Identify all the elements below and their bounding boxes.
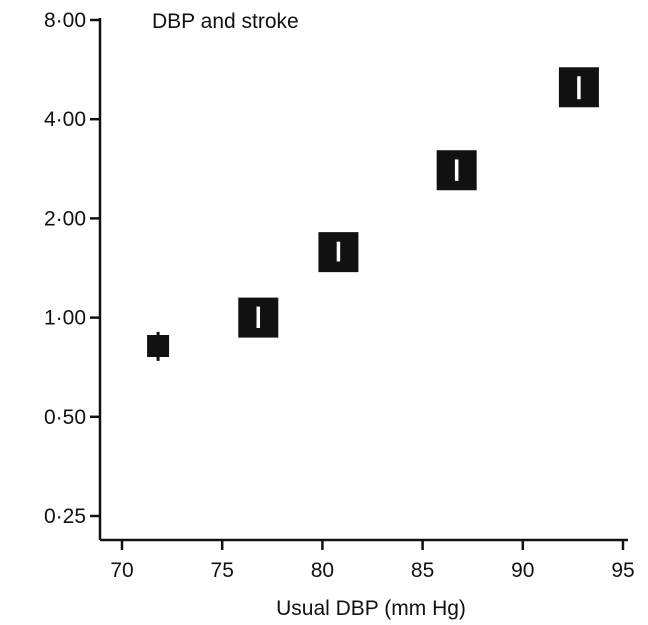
- data-point: [436, 150, 477, 191]
- x-axis-title: Usual DBP (mm Hg): [276, 597, 466, 620]
- y-tick-label: 0·25: [44, 505, 86, 528]
- x-tick-label: 90: [511, 559, 534, 582]
- y-tick-label: 0·50: [44, 406, 86, 429]
- y-tick-label: 1·00: [44, 307, 86, 330]
- y-tick-label: 4·00: [44, 108, 86, 131]
- data-point: [238, 297, 279, 338]
- data-point: [318, 232, 359, 273]
- y-tick-label: 8·00: [44, 9, 86, 32]
- y-axis-ticks: 0·25 0·50 1·00 2·00 4·00 8·00: [44, 9, 100, 528]
- x-axis-ticks: 70 75 80 85 90 95: [110, 540, 635, 582]
- data-points: [147, 67, 599, 361]
- y-tick-label: 2·00: [44, 207, 86, 230]
- x-tick-label: 95: [611, 559, 634, 582]
- data-point: [558, 67, 599, 108]
- data-point: [147, 331, 170, 361]
- x-tick-label: 70: [110, 559, 133, 582]
- chart-title: DBP and stroke: [152, 10, 299, 33]
- x-tick-label: 80: [311, 559, 334, 582]
- x-tick-label: 85: [411, 559, 434, 582]
- x-tick-label: 75: [211, 559, 234, 582]
